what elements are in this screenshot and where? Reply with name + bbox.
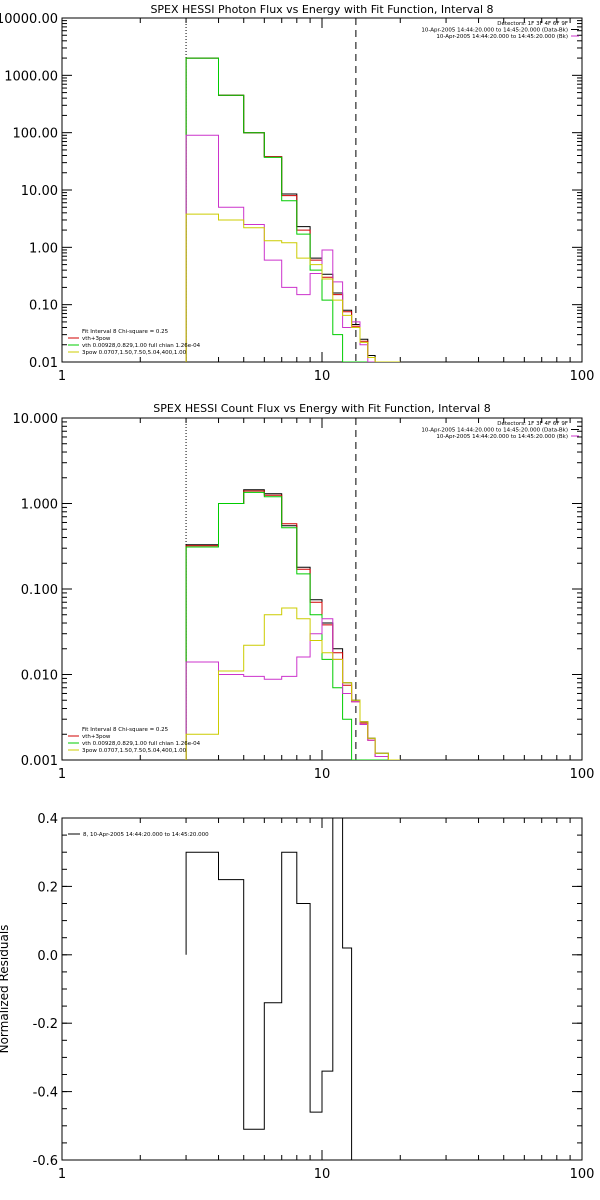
y-tick-label: 0.0 <box>37 949 58 964</box>
x-tick-label: 10 <box>314 767 331 782</box>
x-tick-label: 10 <box>314 1167 331 1182</box>
series-step-line <box>185 57 401 362</box>
photon-flux-panel: SPEX HESSI Photon Flux vs Energy with Fi… <box>0 3 594 384</box>
y-tick-label: 100.00 <box>13 127 59 142</box>
x-tick-label: 100 <box>570 369 595 384</box>
fit-info-text: 3pow 0.0707,1.50,7.50,5.04,400,1.00 <box>82 350 187 356</box>
y-tick-label: -0.2 <box>33 1017 58 1032</box>
detector-info-text: Detectors: 1F 3F 4F 6F 9F <box>497 421 568 427</box>
y-tick-label: 0.4 <box>37 812 58 827</box>
y-tick-label: 0.10 <box>29 299 58 314</box>
series-step-line <box>185 618 401 760</box>
series-step-line <box>185 607 401 760</box>
series-step-line <box>185 57 401 362</box>
count-flux-panel: SPEX HESSI Count Flux vs Energy with Fit… <box>13 402 595 782</box>
chart-title: SPEX HESSI Photon Flux vs Energy with Fi… <box>150 3 493 16</box>
series-step-line <box>185 491 401 760</box>
series-group <box>185 489 401 760</box>
y-tick-label: 0.001 <box>21 754 58 769</box>
series-step-line <box>185 57 401 362</box>
plot-frame <box>61 17 583 363</box>
detector-info-text: 10-Apr-2005 14:44:20.000 to 14:45:20.000… <box>421 428 568 434</box>
plot-frame <box>61 417 583 761</box>
x-tick-label: 10 <box>314 369 331 384</box>
series-group <box>185 57 401 362</box>
y-tick-label: 1.00 <box>29 241 58 256</box>
series-step-line <box>185 134 401 362</box>
y-axis-label: Normalized Residuals <box>0 925 11 1054</box>
x-tick-label: 1 <box>58 767 66 782</box>
detector-info-text: 10-Apr-2005 14:44:20.000 to 14:45:20.000… <box>421 28 568 34</box>
series-step-line <box>185 213 401 362</box>
fit-info-text: 3pow 0.0707,1.50,7.50,5.04,400,1.00 <box>82 748 187 754</box>
y-tick-label: 0.01 <box>29 356 58 371</box>
y-tick-label: 10000.00 <box>0 12 58 27</box>
y-tick-label: 0.2 <box>37 880 58 895</box>
detector-info-text: 10-Apr-2005 14:44:20.000 to 14:45:20.000… <box>436 434 568 440</box>
y-tick-label: -0.4 <box>33 1086 58 1101</box>
y-tick-label: -0.6 <box>33 1154 58 1169</box>
series-group <box>185 818 360 1160</box>
residual-legend-text: 8, 10-Apr-2005 14:44:20.000 to 14:45:20.… <box>83 832 209 838</box>
x-tick-label: 100 <box>570 767 595 782</box>
fit-info-text: vth+3pow <box>82 734 111 740</box>
residuals-panel: 1 10 100 0.4 0.2 0.0 -0.2 -0.4 -0.6 Normalized Re… <box>0 812 594 1182</box>
fit-info-text: vth+3pow <box>82 336 111 342</box>
y-tick-label: 10.00 <box>21 184 58 199</box>
x-tick-label: 1 <box>58 369 66 384</box>
fit-info-text: Fit Interval 8 Chi-square = 0.25 <box>82 329 169 335</box>
fit-info-text: vth 0.00928,0.829,1.00 full chian 1.26e-… <box>82 741 201 747</box>
detector-info-text: 10-Apr-2005 14:44:20.000 to 14:45:20.000… <box>436 34 568 40</box>
y-tick-label: 0.010 <box>21 669 58 684</box>
fit-info-text: Fit Interval 8 Chi-square = 0.25 <box>82 727 169 733</box>
x-tick-label: 1 <box>58 1167 66 1182</box>
y-tick-label: 1.000 <box>21 498 58 513</box>
detector-info-text: Detectors: 1F 3F 4F 6F 9F <box>497 21 568 27</box>
y-tick-label: 0.100 <box>21 583 58 598</box>
y-tick-label: 10.000 <box>13 412 59 427</box>
chart-title: SPEX HESSI Count Flux vs Energy with Fit… <box>153 402 490 415</box>
fit-info-text: vth 0.00928,0.829,1.00 full chian 1.26e-… <box>82 343 201 349</box>
y-tick-label: 1000.00 <box>4 69 58 84</box>
series-step-line <box>185 818 360 1160</box>
x-tick-label: 100 <box>570 1167 595 1182</box>
